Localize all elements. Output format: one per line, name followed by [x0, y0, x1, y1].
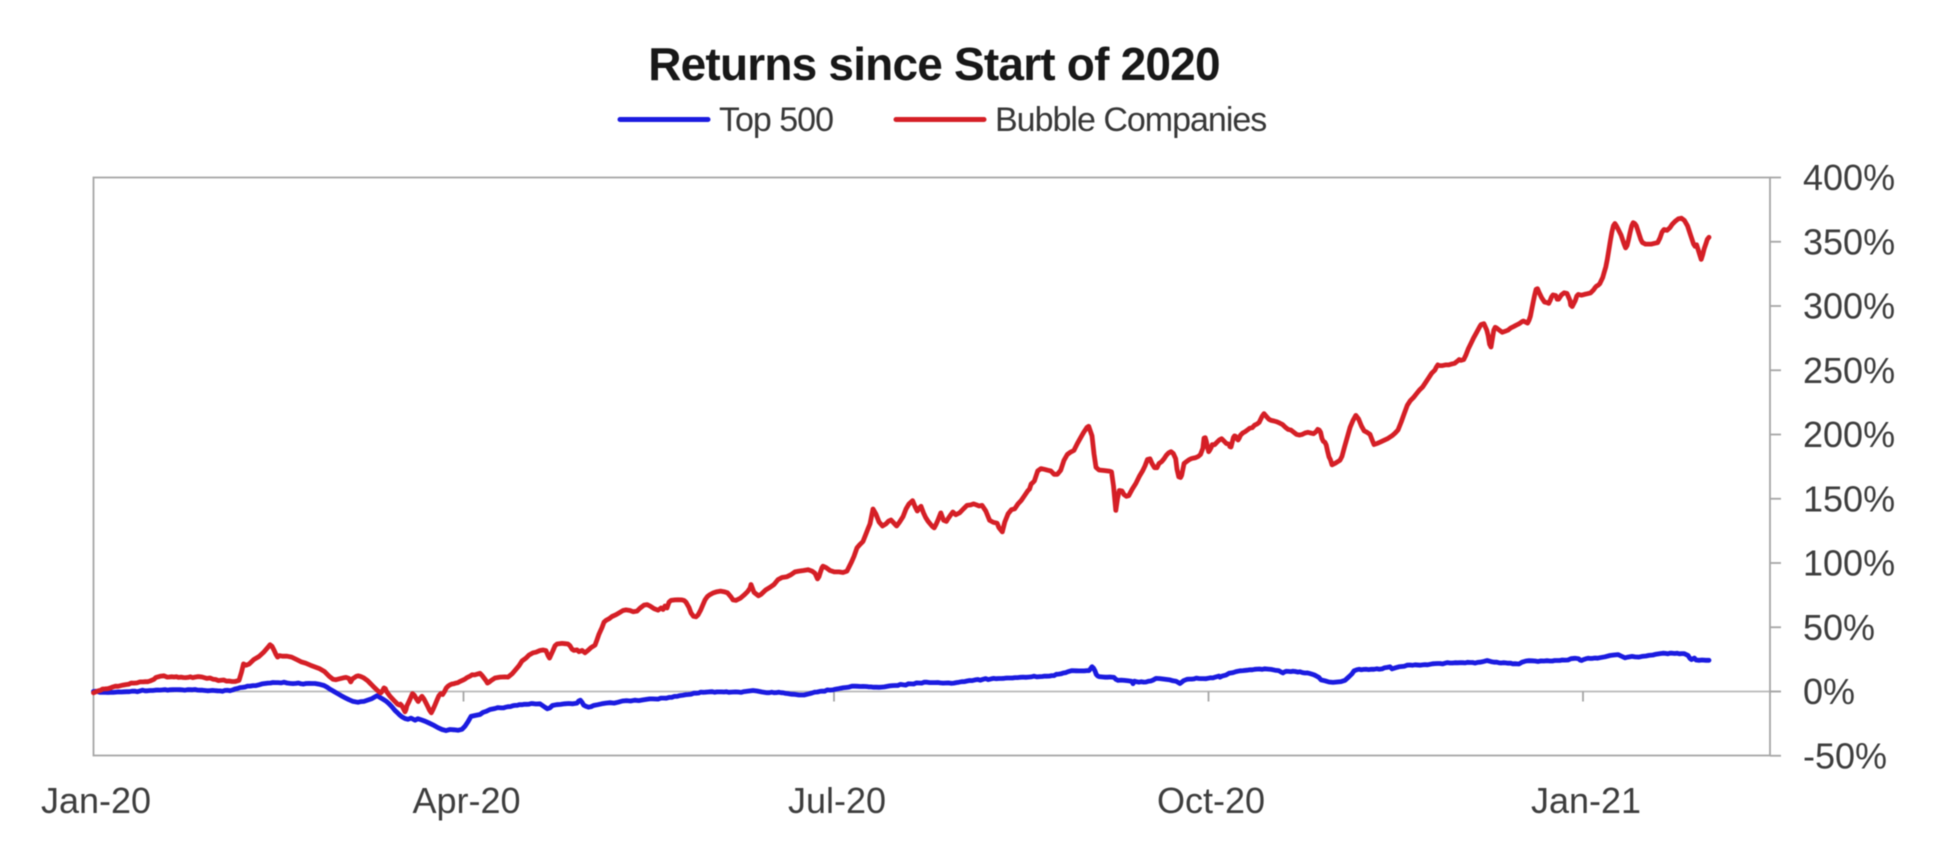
svg-text:Returns since Start of 2020: Returns since Start of 2020: [648, 38, 1220, 90]
svg-text:Bubble Companies: Bubble Companies: [995, 101, 1266, 139]
svg-text:Oct-20: Oct-20: [1157, 780, 1265, 821]
svg-text:-50%: -50%: [1803, 735, 1887, 776]
svg-text:50%: 50%: [1803, 607, 1875, 648]
svg-text:200%: 200%: [1803, 414, 1895, 455]
svg-text:0%: 0%: [1803, 671, 1855, 712]
svg-text:250%: 250%: [1803, 350, 1895, 391]
svg-text:400%: 400%: [1803, 157, 1895, 198]
svg-text:Jan-20: Jan-20: [41, 780, 151, 821]
svg-text:350%: 350%: [1803, 221, 1895, 262]
svg-text:Apr-20: Apr-20: [412, 780, 520, 821]
svg-text:Top 500: Top 500: [719, 101, 833, 139]
svg-text:100%: 100%: [1803, 543, 1895, 584]
svg-text:Jul-20: Jul-20: [788, 780, 886, 821]
svg-text:300%: 300%: [1803, 286, 1895, 327]
svg-text:150%: 150%: [1803, 478, 1895, 519]
svg-text:Jan-21: Jan-21: [1531, 780, 1641, 821]
